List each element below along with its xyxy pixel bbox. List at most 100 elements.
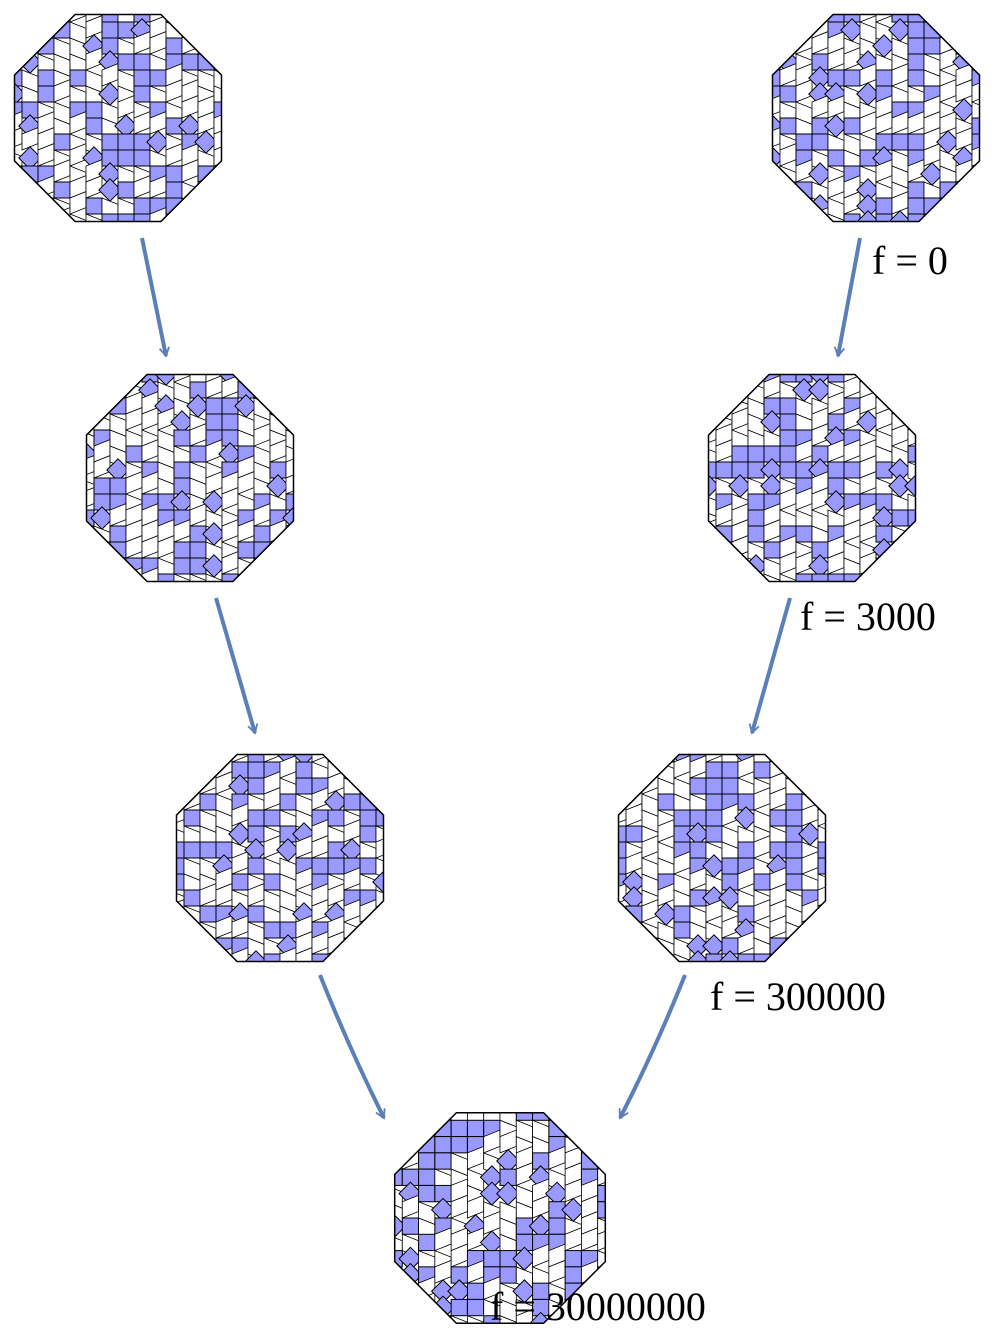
square-tile (214, 198, 230, 214)
square-tile (248, 810, 264, 826)
rhombus-tile (184, 948, 200, 970)
square-tile (86, 102, 102, 118)
rhombus-tile (78, 536, 94, 558)
square-tile (376, 746, 392, 762)
square-tile (118, 134, 134, 150)
square-tile (786, 938, 802, 954)
square-tile (150, 70, 166, 86)
square-tile (248, 762, 264, 778)
square-tile (892, 574, 908, 590)
rhombus-tile (956, 22, 972, 44)
rhombus-tile (110, 558, 126, 580)
rhombus-tile (700, 558, 716, 580)
square-tile (818, 762, 834, 778)
square-tile (451, 1120, 467, 1136)
rhombus-tile (419, 1114, 435, 1137)
square-tile (467, 1120, 483, 1136)
square-tile (206, 398, 222, 414)
square-tile (134, 54, 150, 70)
square-tile (110, 542, 126, 558)
diamond-tile (799, 951, 821, 973)
rhombus-tile (732, 552, 748, 574)
rhombus-tile (214, 6, 230, 28)
rhombus-tile (802, 746, 818, 768)
square-tile (166, 198, 182, 214)
diamond-tile (91, 571, 113, 593)
rhombus-tile (184, 772, 200, 794)
rhombus-tile (200, 746, 216, 768)
square-tile (206, 414, 222, 430)
square-tile (738, 842, 754, 858)
square-tile (844, 118, 860, 134)
rhombus-tile (286, 568, 302, 590)
square-tile (780, 414, 796, 430)
square-tile (484, 1251, 500, 1267)
rhombus-tile (360, 954, 376, 976)
rhombus-tile (22, 32, 38, 54)
square-tile (38, 198, 54, 214)
square-tile (184, 890, 200, 906)
square-tile (86, 198, 102, 214)
square-tile (844, 70, 860, 86)
rhombus-tile (796, 208, 812, 230)
rhombus-tile (642, 756, 658, 778)
rhombus-tile (78, 526, 94, 548)
diamond-tile (953, 211, 975, 233)
square-tile (264, 922, 280, 938)
rhombus-tile (270, 376, 286, 398)
rhombus-tile (802, 756, 818, 778)
rhombus-tile (956, 0, 972, 22)
square-tile (770, 938, 786, 954)
square-tile (716, 574, 732, 590)
diamond-tile (341, 743, 363, 765)
square-tile (892, 510, 908, 526)
square-tile (248, 778, 264, 794)
square-tile (924, 38, 940, 54)
rhombus-tile (54, 0, 70, 22)
square-tile (6, 182, 22, 198)
square-tile (626, 938, 642, 954)
square-tile (716, 462, 732, 478)
square-tile (892, 398, 908, 414)
square-tile (610, 794, 626, 810)
square-tile (828, 462, 844, 478)
rhombus-tile (700, 398, 716, 420)
rhombus-tile (286, 398, 302, 420)
rhombus-tile (598, 1104, 614, 1127)
square-tile (198, 166, 214, 182)
square-tile (786, 858, 802, 874)
square-tile (956, 182, 972, 198)
rhombus-tile (376, 932, 392, 954)
rhombus-tile (419, 1293, 435, 1316)
square-tile (892, 134, 908, 150)
rhombus-tile (876, 376, 892, 398)
square-tile (748, 446, 764, 462)
rhombus-tile (54, 208, 70, 230)
square-tile (264, 874, 280, 890)
square-tile (626, 746, 642, 762)
diamond-tile (3, 195, 25, 217)
rhombus-tile (780, 16, 796, 38)
rhombus-tile (198, 6, 214, 28)
rhombus-tile (360, 756, 376, 778)
rhombus-tile (802, 932, 818, 954)
square-tile (626, 906, 642, 922)
rhombus-tile (214, 32, 230, 54)
rhombus-tile (184, 762, 200, 784)
square-tile (296, 762, 312, 778)
square-tile (386, 1316, 402, 1328)
tiling (607, 740, 834, 977)
rhombus-tile (642, 740, 658, 762)
rhombus-tile (214, 16, 230, 38)
square-tile (786, 810, 802, 826)
square-tile (232, 874, 248, 890)
rhombus-tile (402, 1316, 418, 1328)
square-tile (248, 906, 264, 922)
square-tile (280, 794, 296, 810)
square-tile (376, 794, 392, 810)
arrow (142, 238, 166, 356)
rhombus-tile (182, 214, 198, 236)
square-tile (940, 214, 956, 230)
square-tile (642, 938, 658, 954)
square-tile (892, 366, 908, 382)
